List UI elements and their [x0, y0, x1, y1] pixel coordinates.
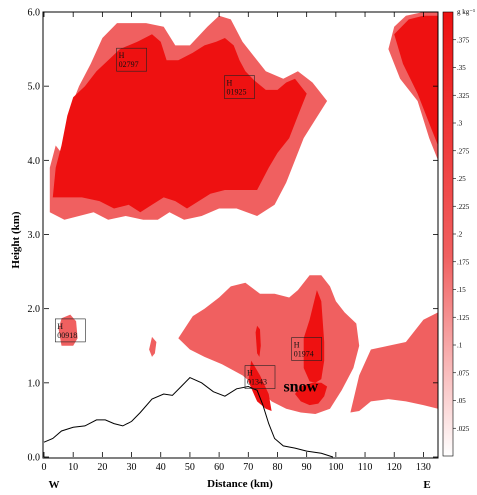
extrema-value: 01343	[247, 378, 267, 387]
contour-region-inner-1	[255, 325, 261, 357]
y-tick-label: 1.0	[28, 378, 41, 389]
contour-region-outer-1	[58, 314, 78, 346]
contour-fill-inner	[52, 15, 438, 411]
contour-region-inner-3	[303, 290, 325, 383]
colorbar-tick-label: .125	[457, 314, 470, 322]
extrema-value: 02797	[119, 60, 139, 69]
x-tick-label: 0	[42, 462, 47, 473]
colorbar-unit-label: g kg⁻¹	[457, 8, 475, 16]
direction-label-east: E	[423, 479, 430, 491]
contour-region-inner-4	[295, 382, 328, 406]
y-tick-label: 6.0	[28, 8, 41, 19]
x-tick-label: 20	[97, 462, 107, 473]
colorbar-tick-label: .375	[457, 36, 470, 44]
terrain-profile-line	[43, 377, 334, 458]
x-tick-label: 70	[243, 462, 253, 473]
x-tick-label: 80	[272, 462, 282, 473]
x-tick-label: 90	[302, 462, 312, 473]
x-tick-label: 10	[68, 462, 78, 473]
y-tick-label: 0.0	[28, 453, 41, 464]
extrema-letter: H	[227, 79, 233, 88]
extrema-value: 01974	[294, 350, 314, 359]
colorbar-tick-label: .175	[457, 258, 470, 266]
colorbar-ticks: .025 .05 .075 .1 .125 .15 .175 .2 .225 .25 .275 .3.…	[453, 36, 470, 433]
x-tick-label: 40	[156, 462, 166, 473]
colorbar-tick-label: .025	[457, 425, 470, 433]
extrema-value: 00918	[57, 331, 77, 340]
colorbar-scale	[442, 11, 454, 457]
y-tick-label: 3.0	[28, 230, 41, 241]
extrema-value: 01925	[227, 88, 247, 97]
colorbar-tick-label: .3	[457, 120, 463, 128]
extrema-letter: H	[294, 341, 300, 350]
colorbar-tick-label: .325	[457, 92, 470, 100]
colorbar-tick-label: .1	[457, 342, 463, 350]
y-tick-label: 2.0	[28, 304, 41, 315]
extrema-letter: H	[247, 369, 253, 378]
colorbar-tick-label: .225	[457, 203, 470, 211]
extrema-box	[116, 47, 147, 72]
colorbar-tick-label: .05	[457, 397, 466, 405]
x-axis-title: Distance (km)	[207, 478, 273, 490]
extrema-box	[224, 75, 255, 99]
y-tick-label: 5.0	[28, 82, 41, 93]
contour-region-outer-4	[350, 312, 438, 413]
direction-label-west: W	[49, 479, 60, 491]
y-axis: 0.0 1.0 2.0 3.0 4.0 5.0 6.0	[28, 8, 438, 464]
extrema-box	[244, 365, 276, 389]
x-tick-label: 30	[127, 462, 137, 473]
extrema-box	[291, 337, 323, 361]
x-tick-label: 130	[416, 462, 431, 473]
colorbar-tick-label: .275	[457, 147, 470, 155]
y-tick-label: 4.0	[28, 156, 41, 167]
contour-region-inner-5	[394, 15, 438, 146]
x-tick-label: 120	[387, 462, 402, 473]
extrema-box	[54, 318, 86, 343]
colorbar-tick-label: .2	[457, 231, 463, 239]
colorbar: .025 .05 .075 .1 .125 .15 .175 .2 .225 .25 .275 .3.…	[442, 8, 475, 457]
x-tick-label: 110	[358, 462, 373, 473]
x-tick-label: 100	[328, 462, 343, 473]
plot-frame	[42, 11, 439, 459]
contour-region-outer-2	[149, 336, 157, 357]
extrema-letter: H	[57, 322, 63, 331]
x-tick-label: 60	[214, 462, 224, 473]
x-axis: 0 10 20 30 40 50 60 70 80 90 100 110 120 130	[42, 12, 431, 473]
extrema-letter: H	[119, 51, 125, 60]
x-tick-label: 50	[185, 462, 195, 473]
y-axis-title: Height (km)	[10, 211, 22, 268]
colorbar-tick-label: .15	[457, 286, 466, 294]
colorbar-tick-label: .35	[457, 64, 466, 72]
colorbar-tick-label: .075	[457, 369, 470, 377]
contour-region-inner-0	[52, 34, 307, 213]
contour-region-inner-2	[248, 360, 272, 411]
snow-annotation: snow	[283, 379, 318, 396]
colorbar-tick-label: .25	[457, 175, 466, 183]
